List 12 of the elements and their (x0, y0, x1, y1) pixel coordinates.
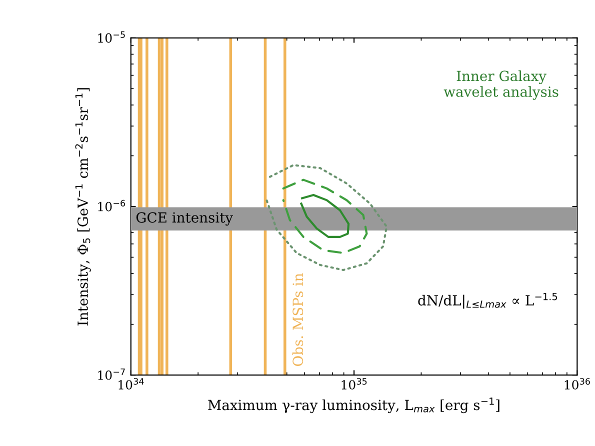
annotation: Inner Galaxy wavelet analysis (444, 70, 558, 100)
x-tick-label: 10$^{34}$ (118, 378, 144, 390)
band-label: GCE intensity (136, 212, 233, 226)
y-tick-label: 10$^{−5}$ (98, 31, 125, 43)
ref-line-label: Obs. MSPs in (292, 273, 304, 366)
text: Intensity, Φ$_{5}$ [GeV$^{−1}$ cm$^{−2}$s$^{−1}$sr$^{−1}$] (75, 88, 91, 326)
y-tick-label: 10$^{−7}$ (98, 368, 125, 380)
y-tick-label: 10$^{−6}$ (98, 200, 126, 212)
x-tick-label: 10$^{35}$ (342, 378, 367, 390)
x-axis-title: Maximum γ-ray luminosity, L$_{max}$ [erg s$^{−1}$] (208, 398, 500, 414)
annotation: dN/dL|$_{L≤Lmax}$ ∝ L$^{−1.5}$ (418, 292, 558, 309)
x-tick-label: 10$^{36}$ (564, 378, 590, 390)
